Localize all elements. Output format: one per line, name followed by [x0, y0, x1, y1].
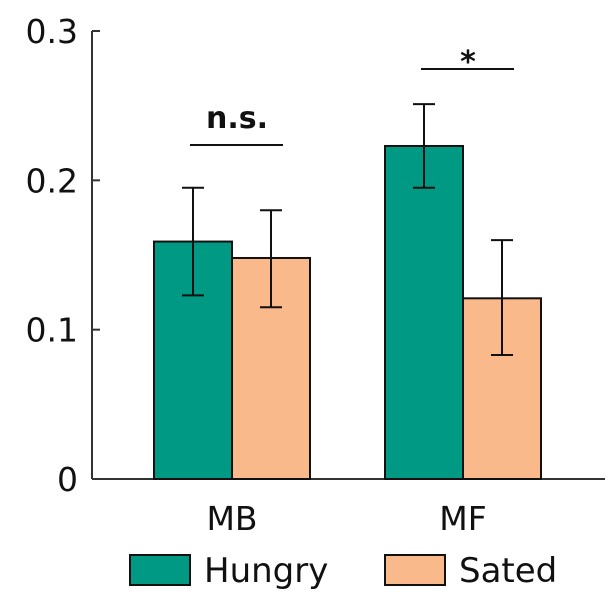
y-tick-label: 0.3	[26, 12, 78, 51]
x-tick-label: MB	[206, 499, 257, 538]
legend-label: Hungry	[204, 551, 328, 591]
y-tick-label: 0.1	[26, 311, 78, 350]
x-tick-label: MF	[439, 499, 486, 538]
significance-label: *	[460, 45, 476, 80]
y-tick-label: 0.2	[26, 161, 78, 200]
legend-swatch-sated	[384, 554, 446, 586]
bar-hungry-mf	[384, 144, 464, 480]
legend-swatch-hungry	[129, 554, 191, 586]
y-tick-label: 0	[57, 460, 78, 499]
significance-label: n.s.	[206, 101, 268, 136]
legend-label: Sated	[459, 551, 557, 591]
